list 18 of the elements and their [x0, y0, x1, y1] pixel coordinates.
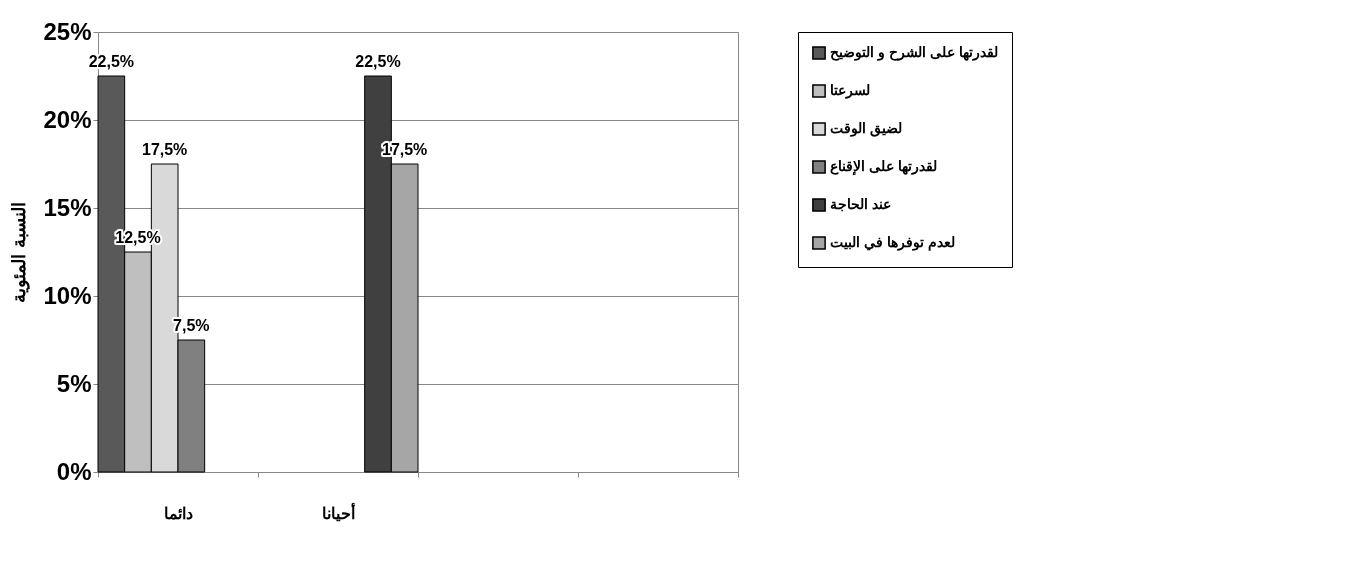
y-tick-label: 20%	[43, 105, 92, 133]
data-label: 22,5%	[88, 53, 135, 70]
x-tick-label: دائما	[164, 504, 193, 522]
data-label: 22,5%	[355, 53, 401, 70]
y-tick-label: 10%	[43, 281, 92, 309]
legend-label: لضيق الوقت	[830, 120, 902, 137]
legend-label: لعدم توفرها في البيت	[830, 234, 955, 251]
y-tick-label: 25%	[43, 17, 92, 45]
y-tick-label: 15%	[43, 193, 92, 221]
legend-label: لقدرتها على الإقناع	[830, 158, 937, 176]
legend-label: لسرعتا	[830, 82, 870, 99]
y-axis-title: النسبة المئوية	[9, 202, 31, 303]
x-tick-label: أحيانا	[322, 501, 355, 522]
legend-label: عند الحاجة	[830, 196, 891, 212]
legend-label: لقدرتها على الشرح و التوضيح	[830, 44, 998, 61]
y-tick-label: 5%	[56, 369, 92, 397]
data-label: 17,5%	[141, 141, 188, 158]
y-tick-label: 0%	[56, 457, 92, 485]
